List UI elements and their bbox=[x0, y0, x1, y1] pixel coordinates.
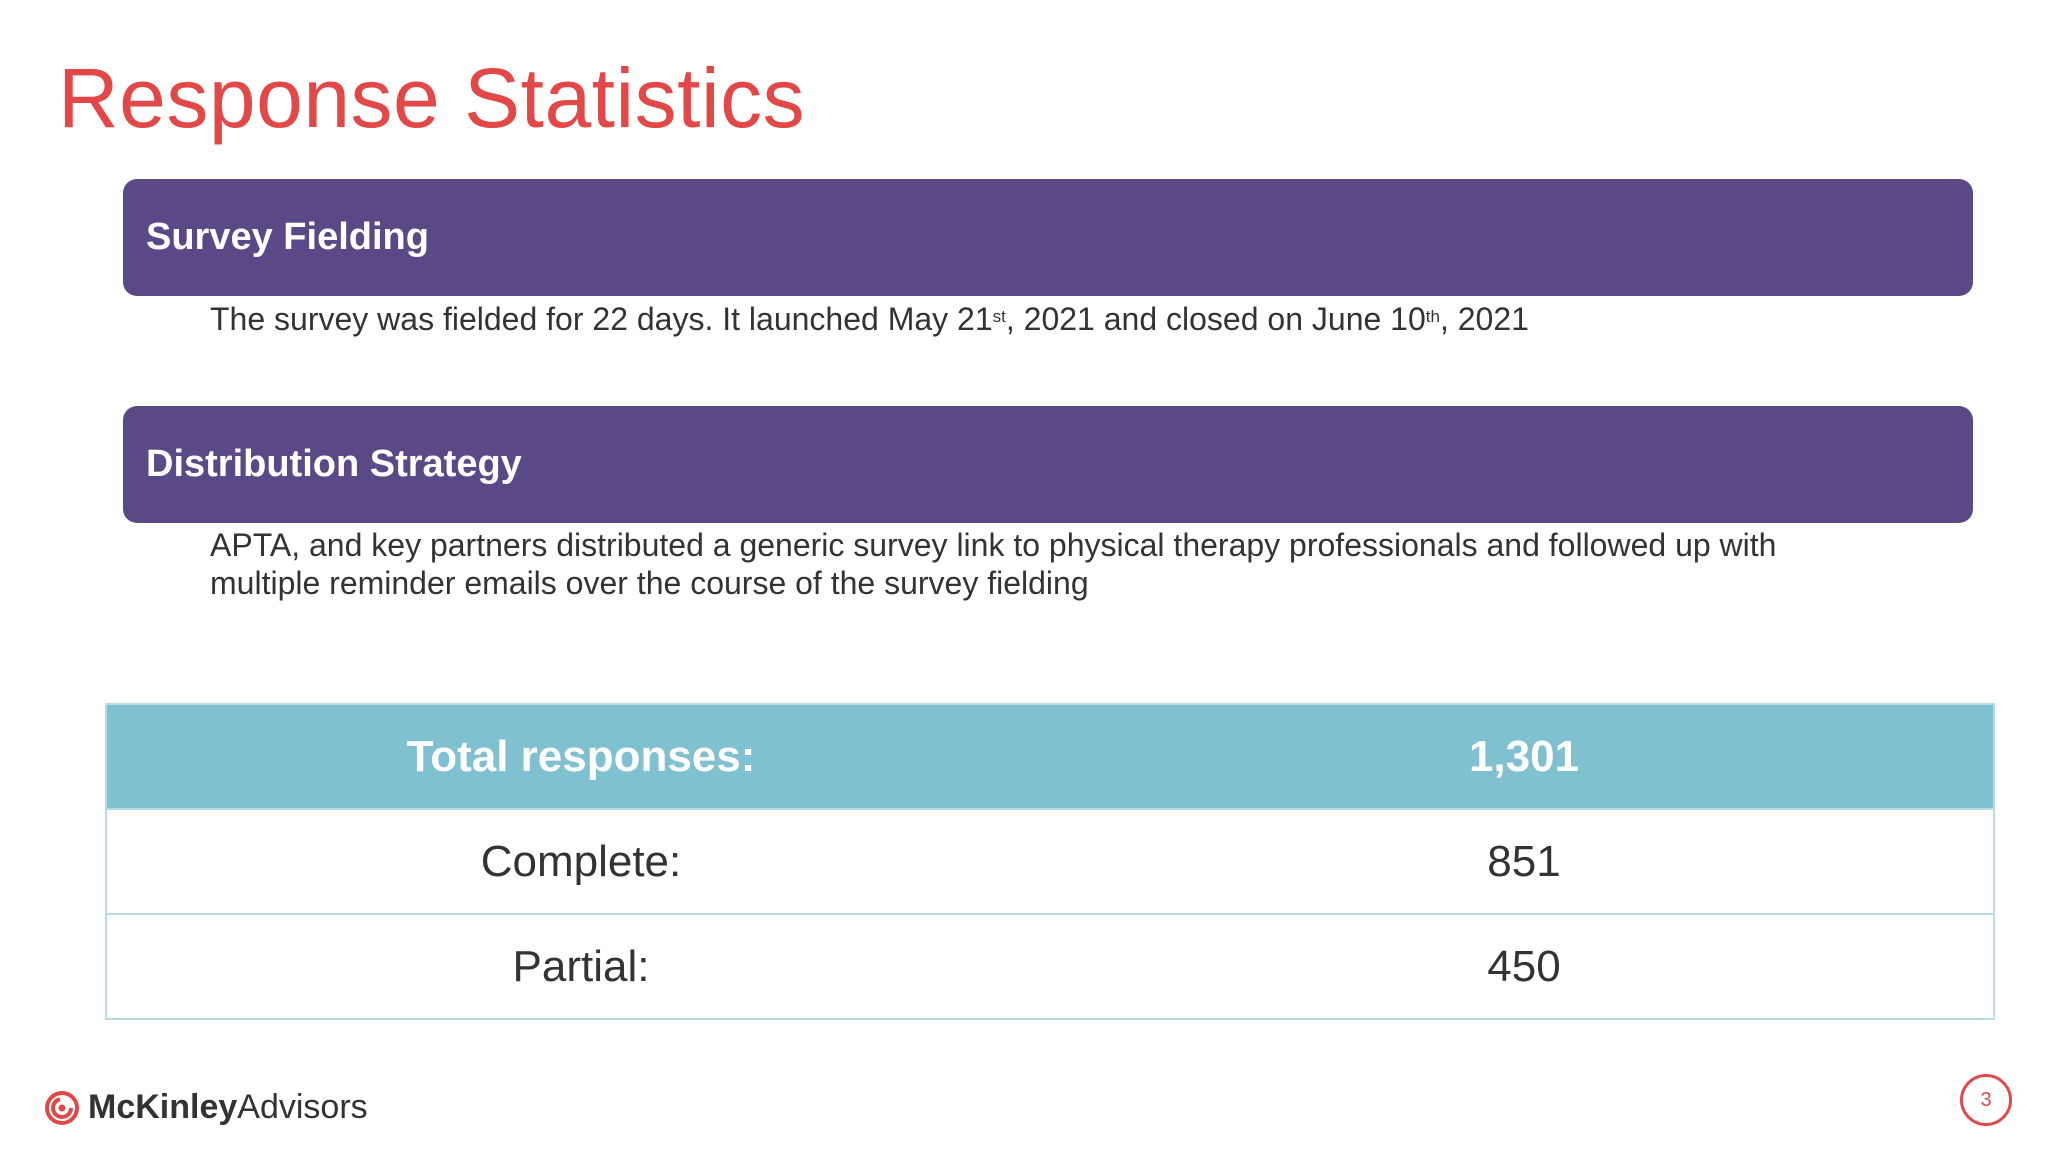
total-responses-label: Total responses: bbox=[406, 731, 756, 781]
mckinley-advisors-logo: McKinleyAdvisors bbox=[44, 1088, 368, 1127]
total-responses-value: 1,301 bbox=[1468, 731, 1580, 781]
survey-fielding-text-part2: , 2021 and closed on June 10 bbox=[1005, 301, 1426, 337]
complete-label: Complete: bbox=[480, 836, 682, 886]
section-heading-survey-fielding: Survey Fielding bbox=[123, 179, 1973, 296]
distribution-strategy-text: APTA, and key partners distributed a gen… bbox=[210, 526, 1950, 602]
logo-wordmark-bold: McKinley bbox=[88, 1088, 238, 1126]
table-row-total: Total responses: 1,301 bbox=[107, 705, 1993, 808]
ordinal-suffix-st: st bbox=[992, 307, 1006, 326]
page-number-badge: 3 bbox=[1960, 1074, 2012, 1126]
complete-value: 851 bbox=[1487, 836, 1561, 886]
spiral-logo-icon bbox=[44, 1090, 80, 1126]
survey-fielding-text-part1: The survey was fielded for 22 days. It l… bbox=[210, 301, 993, 337]
logo-wordmark-regular: Advisors bbox=[237, 1088, 368, 1126]
survey-fielding-text-part3: , 2021 bbox=[1439, 301, 1529, 337]
distribution-strategy-line-2: multiple reminder emails over the course… bbox=[210, 565, 1089, 601]
slide-title: Response Statistics bbox=[58, 51, 806, 145]
table-row-complete: Complete: 851 bbox=[107, 808, 1993, 913]
distribution-strategy-line-1: APTA, and key partners distributed a gen… bbox=[210, 527, 1777, 563]
table-row-partial: Partial: 450 bbox=[107, 913, 1993, 1018]
logo-wordmark: McKinleyAdvisors bbox=[88, 1088, 368, 1127]
survey-fielding-text: The survey was fielded for 22 days. It l… bbox=[210, 300, 1950, 338]
section-heading-distribution-strategy: Distribution Strategy bbox=[123, 406, 1973, 523]
partial-value: 450 bbox=[1487, 941, 1561, 991]
partial-label: Partial: bbox=[512, 941, 650, 991]
response-stats-table: Total responses: 1,301 Complete: 851 Par… bbox=[105, 703, 1995, 1020]
ordinal-suffix-th: th bbox=[1425, 307, 1440, 326]
